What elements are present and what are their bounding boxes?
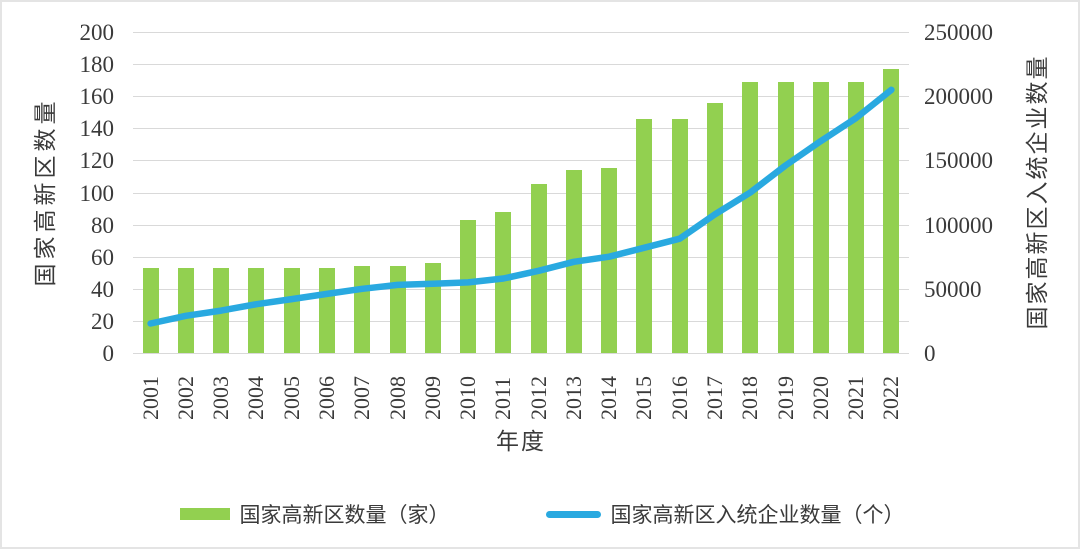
left-axis-tick: 60 xyxy=(91,244,114,270)
x-axis-tick-2019: 2019 xyxy=(772,376,798,420)
x-axis-tick-2005: 2005 xyxy=(278,376,304,420)
bar-2001 xyxy=(142,267,159,353)
bar-2010 xyxy=(460,219,477,353)
bar-2021 xyxy=(848,81,865,353)
bar-2022 xyxy=(883,68,900,353)
gridline xyxy=(133,160,909,162)
x-axis-tick-2014: 2014 xyxy=(596,376,622,420)
left-axis-tick: 80 xyxy=(91,212,114,238)
right-axis-tick: 250000 xyxy=(924,20,993,45)
bar-2017 xyxy=(707,102,723,353)
gridline xyxy=(133,353,909,354)
left-axis-tick: 100 xyxy=(79,180,115,206)
bar-series-swatch-icon xyxy=(179,508,230,520)
x-axis-tick-2006: 2006 xyxy=(314,376,339,420)
right-axis-tick: 150000 xyxy=(924,148,993,174)
gridline xyxy=(133,288,909,290)
x-axis-tick-2017: 2017 xyxy=(702,376,727,420)
left-axis-tick: 180 xyxy=(79,52,115,78)
bar-2018 xyxy=(742,81,759,353)
line-series xyxy=(147,86,895,327)
bar-2019 xyxy=(777,81,794,353)
left-axis-tick: 40 xyxy=(91,276,114,302)
x-axis-tick-2011: 2011 xyxy=(490,376,516,420)
right-axis-tick: 0 xyxy=(924,341,936,366)
x-axis-tick-2009: 2009 xyxy=(419,376,445,420)
left-axis-tick: 20 xyxy=(91,308,114,334)
gridline xyxy=(133,192,909,194)
left-axis-tick: 140 xyxy=(79,116,115,142)
bar-2004 xyxy=(248,267,265,353)
gridline xyxy=(133,64,909,66)
legend-item-line: 国家高新区入统企业数量（个） xyxy=(545,499,905,529)
legend: 国家高新区数量（家） 国家高新区入统企业数量（个） xyxy=(2,494,1078,534)
x-axis-tick-2007: 2007 xyxy=(349,376,375,420)
x-axis-tick-2020: 2020 xyxy=(807,376,833,420)
x-axis-tick-2013: 2013 xyxy=(560,376,586,420)
gridline xyxy=(133,96,909,98)
gridline xyxy=(133,224,909,226)
bar-2002 xyxy=(177,267,194,353)
x-axis-tick-2021: 2021 xyxy=(843,376,869,420)
x-axis-tick-2018: 2018 xyxy=(737,376,763,420)
right-axis-title: 国家高新区入统企业数量 xyxy=(1025,54,1050,330)
left-axis-tick: 160 xyxy=(79,84,115,110)
bar-2005 xyxy=(283,267,300,353)
left-axis-tick: 120 xyxy=(79,148,115,174)
left-axis-tick: 0 xyxy=(102,341,115,366)
x-axis-tick-2003: 2003 xyxy=(208,376,234,420)
bar-2014 xyxy=(601,168,618,353)
bar-2006 xyxy=(319,267,335,353)
x-axis-tick-2001: 2001 xyxy=(137,376,163,420)
line-series-swatch-icon xyxy=(545,510,601,518)
gridline xyxy=(133,32,909,33)
right-axis-tick: 100000 xyxy=(924,212,993,238)
legend-item-bars: 国家高新区数量（家） xyxy=(179,499,450,529)
gridline xyxy=(133,128,909,130)
plot-area xyxy=(133,32,909,354)
x-axis-tick-2004: 2004 xyxy=(243,376,269,420)
gridline xyxy=(133,320,909,322)
x-axis-tick-2002: 2002 xyxy=(172,376,198,420)
bar-2011 xyxy=(495,211,512,353)
x-axis-title: 年度 xyxy=(496,429,546,454)
legend-line-label: 国家高新区入统企业数量（个） xyxy=(610,503,905,527)
gridline xyxy=(133,256,909,258)
x-axis-tick-2015: 2015 xyxy=(631,376,657,420)
bar-2020 xyxy=(812,81,829,353)
x-axis-tick-2016: 2016 xyxy=(666,376,692,420)
x-axis-tick-2010: 2010 xyxy=(455,376,481,420)
x-axis-tick-2012: 2012 xyxy=(525,376,551,420)
x-axis-tick-2008: 2008 xyxy=(384,376,410,420)
x-axis-tick-2022: 2022 xyxy=(878,376,904,420)
legend-bar-label: 国家高新区数量（家） xyxy=(239,503,450,527)
right-axis-tick: 200000 xyxy=(924,84,993,110)
bar-2015 xyxy=(636,118,653,353)
right-axis-tick: 50000 xyxy=(924,276,982,302)
left-axis-tick: 200 xyxy=(79,20,115,45)
